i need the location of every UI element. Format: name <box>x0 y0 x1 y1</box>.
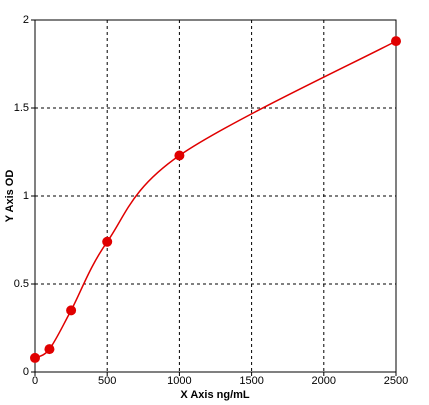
y-axis-title: Y Axis OD <box>4 170 16 223</box>
y-tick-label: 0 <box>23 366 29 378</box>
x-tick-label: 2500 <box>384 375 408 387</box>
x-tick-label: 1000 <box>167 375 191 387</box>
y-tick-label: 1 <box>23 190 29 202</box>
data-point <box>44 344 55 355</box>
y-tick-label: 1.5 <box>14 102 29 114</box>
y-tick-label: 2 <box>23 14 29 26</box>
x-tick-label: 0 <box>32 375 38 387</box>
y-tick-label: 0.5 <box>14 278 29 290</box>
data-point <box>102 236 113 247</box>
data-point <box>174 150 185 161</box>
data-point <box>30 352 40 363</box>
x-tick-label: 1500 <box>239 375 263 387</box>
x-tick-label: 500 <box>98 375 116 387</box>
x-axis-title: X Axis ng/mL <box>180 389 250 401</box>
data-point <box>66 305 77 316</box>
x-tick-label: 2000 <box>312 375 336 387</box>
plot-frame <box>34 19 397 373</box>
data-point <box>391 36 401 47</box>
